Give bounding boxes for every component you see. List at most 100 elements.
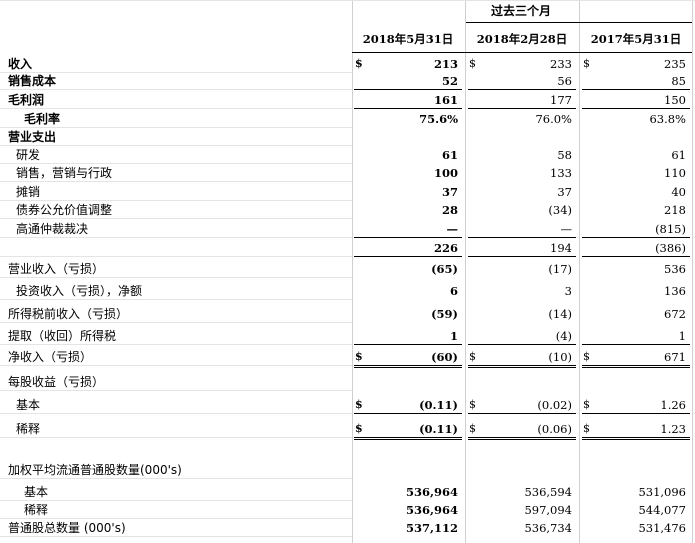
column-header-may-2018: 2018年5月31日: [362, 32, 454, 46]
value-cell: 194: [550, 241, 572, 255]
period-title: 过去三个月: [490, 4, 551, 18]
total-underline: [468, 365, 576, 368]
value-cell: 672: [664, 307, 686, 321]
value-cell: —: [560, 222, 573, 236]
value-cell: —: [446, 222, 459, 236]
value-cell: 56: [557, 74, 572, 88]
value-cell: (10): [548, 350, 572, 364]
value-cell: 6: [449, 284, 458, 298]
total-underline: [354, 344, 462, 345]
value-cell: 597,094: [524, 503, 572, 517]
value-cell: 226: [433, 241, 458, 255]
row-label: 稀释: [24, 503, 49, 517]
value-cell: [352, 461, 458, 479]
total-underline: [354, 437, 462, 440]
value-cell: (0.06): [537, 422, 572, 436]
total-underline: [582, 237, 690, 238]
value-cell: [580, 461, 686, 479]
value-cell: [466, 461, 572, 479]
value-cell: 1: [678, 329, 686, 343]
total-underline: [354, 256, 462, 257]
currency-symbol: $: [355, 350, 363, 363]
row-gridline: [0, 218, 352, 219]
value-cell: [352, 373, 458, 391]
currency-symbol: $: [583, 57, 590, 70]
value-cell: 233: [550, 57, 572, 71]
value-cell: 218: [664, 203, 686, 217]
row-label: 摊销: [16, 185, 41, 199]
value-cell: 213: [433, 57, 458, 71]
row-label: 基本: [24, 485, 49, 499]
value-cell: 136: [664, 284, 686, 298]
row-gridline: [0, 163, 352, 164]
currency-symbol: $: [355, 398, 363, 411]
total-underline: [468, 89, 576, 90]
column-header-feb-2018: 2018年2月28日: [476, 32, 568, 46]
value-cell: 1.23: [660, 422, 686, 436]
row-label: 所得税前收入（亏损）: [8, 307, 129, 321]
total-underline: [354, 237, 462, 238]
value-cell: 37: [557, 185, 572, 199]
value-cell: 61: [671, 148, 686, 162]
currency-symbol: $: [469, 350, 476, 363]
row-gridline: [0, 413, 352, 414]
value-cell: 76.0%: [535, 112, 572, 126]
total-underline: [582, 413, 690, 414]
total-underline: [582, 108, 690, 109]
value-cell: 75.6%: [419, 112, 458, 126]
row-gridline: [0, 89, 352, 90]
total-underline: [468, 344, 576, 345]
row-gridline: [0, 478, 352, 479]
row-label: 稀释: [16, 422, 41, 436]
value-cell: 531,476: [638, 521, 686, 535]
currency-symbol: $: [583, 350, 590, 363]
value-cell: 85: [671, 74, 686, 88]
row-label: 销售成本: [8, 74, 57, 88]
value-cell: (815): [655, 222, 686, 236]
row-gridline: [0, 390, 352, 391]
value-cell: 28: [441, 203, 458, 217]
total-underline: [468, 237, 576, 238]
value-cell: 671: [664, 350, 686, 364]
value-cell: 537,112: [405, 521, 458, 535]
row-label: 营业收入（亏损）: [8, 262, 105, 276]
value-cell: [466, 373, 572, 391]
total-underline: [354, 89, 462, 90]
value-cell: (4): [555, 329, 572, 343]
row-gridline: [0, 127, 352, 128]
column-gridline: [579, 0, 580, 543]
total-underline: [582, 344, 690, 345]
value-cell: 110: [664, 166, 686, 180]
row-label: 毛利润: [8, 93, 45, 107]
value-cell: 177: [550, 93, 572, 107]
value-cell: (386): [655, 241, 686, 255]
row-gridline: [0, 108, 352, 109]
currency-symbol: $: [355, 57, 363, 70]
total-underline: [468, 413, 576, 414]
value-cell: 161: [433, 93, 458, 107]
row-gridline: [0, 200, 352, 201]
value-cell: 536,734: [524, 521, 572, 535]
row-label: 债券公允价值调整: [16, 203, 113, 217]
value-cell: (0.11): [419, 422, 458, 436]
value-cell: 536,964: [405, 503, 458, 517]
row-label: 投资收入（亏损），净额: [16, 284, 143, 298]
row-gridline: [0, 322, 352, 323]
row-label: 净收入（亏损）: [8, 350, 93, 364]
total-underline: [582, 256, 690, 257]
total-underline: [468, 437, 576, 440]
column-gridline: [465, 0, 466, 543]
row-gridline: [0, 437, 352, 438]
value-cell: 63.8%: [649, 112, 686, 126]
value-cell: 133: [550, 166, 572, 180]
row-label: 提取（收回）所得税: [8, 329, 117, 343]
value-cell: [466, 128, 572, 146]
row-gridline: [0, 256, 352, 257]
value-cell: 58: [557, 148, 572, 162]
row-gridline: [0, 500, 352, 501]
row-gridline: [0, 145, 352, 146]
currency-symbol: $: [469, 57, 476, 70]
total-underline: [582, 365, 690, 368]
total-underline: [468, 108, 576, 109]
